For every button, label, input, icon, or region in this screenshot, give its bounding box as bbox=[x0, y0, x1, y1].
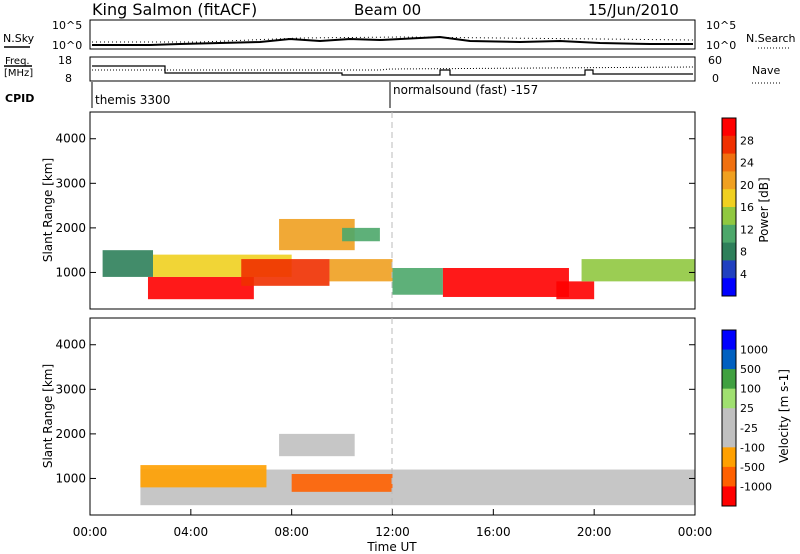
station-title: King Salmon (fitACF) bbox=[92, 0, 257, 19]
power-band-8 bbox=[581, 259, 695, 282]
velocity-colorbar-segment-0 bbox=[722, 330, 736, 351]
freq-left-tick-top: 18 bbox=[58, 54, 72, 67]
xtick-label-6: 00:00 bbox=[678, 525, 713, 539]
freq-left-label-2: [MHz] bbox=[4, 68, 33, 79]
velocity-colorbar-label: Velocity [m s-1] bbox=[777, 369, 791, 463]
velocity-colorbar-tick-6: -500 bbox=[740, 461, 765, 474]
power-colorbar-segment-8 bbox=[722, 260, 736, 279]
velocity-colorbar-segment-8 bbox=[722, 486, 736, 507]
power-panel: Slant Range [km] 1000 2000 3000 4000 bbox=[41, 111, 696, 310]
power-band-6 bbox=[442, 267, 569, 297]
power-colorbar-tick-3: 16 bbox=[740, 201, 754, 214]
velocity-ytick-label-3: 4000 bbox=[55, 338, 86, 352]
velocity-ytick-label-0: 1000 bbox=[55, 471, 86, 485]
velocity-colorbar-tick-4: -25 bbox=[740, 422, 758, 435]
velocity-colorbar-tick-2: 100 bbox=[740, 383, 761, 396]
xtick-label-2: 08:00 bbox=[274, 525, 309, 539]
freq-right-tick-top: 60 bbox=[708, 54, 722, 67]
velocity-colorbar-frame bbox=[721, 329, 737, 507]
freq-right-label: Nave bbox=[752, 64, 780, 77]
power-colorbar-segment-3 bbox=[722, 171, 736, 190]
power-band-3 bbox=[241, 259, 330, 286]
velocity-panel: Slant Range [km] 1000 2000 3000 4000 00:00 0… bbox=[41, 317, 713, 554]
noise-right-tick-top: 10^5 bbox=[706, 19, 736, 32]
cpid-label: CPID bbox=[5, 92, 34, 105]
velocity-band-2 bbox=[279, 433, 355, 457]
power-colorbar-label: Power [dB] bbox=[757, 177, 771, 242]
power-band-5 bbox=[392, 267, 443, 295]
beam-title: Beam 00 bbox=[354, 1, 421, 19]
velocity-colorbar-tick-1: 500 bbox=[740, 363, 761, 376]
noise-left-tick-top: 10^5 bbox=[52, 19, 82, 32]
velocity-colorbar-segment-7 bbox=[722, 466, 736, 487]
velocity-colorbar: 1000 500 100 25 -25 -100 -500 -1000 bbox=[721, 329, 772, 507]
date-title: 15/Jun/2010 bbox=[588, 1, 679, 19]
power-colorbar-tick-2: 12 bbox=[740, 223, 754, 236]
power-colorbar-tick-4: 20 bbox=[740, 179, 754, 192]
velocity-colorbar-tick-5: -100 bbox=[740, 441, 765, 454]
freq-right-tick-bottom: 0 bbox=[712, 72, 719, 85]
power-ylabel: Slant Range [km] bbox=[41, 158, 55, 262]
velocity-colorbar-segment-1 bbox=[722, 349, 736, 370]
power-colorbar-frame bbox=[721, 117, 737, 297]
velocity-ytick-label-2: 3000 bbox=[55, 382, 86, 396]
power-ytick-label-3: 4000 bbox=[55, 132, 86, 146]
velocity-colorbar-segment-4 bbox=[722, 408, 736, 429]
noise-left-label: N.Sky bbox=[3, 32, 35, 45]
noise-right-tick-bottom: 10^0 bbox=[706, 39, 736, 52]
xtick-label-3: 12:00 bbox=[375, 525, 410, 539]
velocity-band-3 bbox=[140, 465, 267, 488]
power-colorbar-tick-5: 24 bbox=[740, 157, 754, 170]
power-colorbar-segment-7 bbox=[722, 242, 736, 261]
velocity-colorbar-segment-2 bbox=[722, 369, 736, 390]
power-colorbar-segment-4 bbox=[722, 189, 736, 208]
noise-panel bbox=[89, 19, 696, 50]
cpid-program-1: themis 3300 bbox=[95, 93, 170, 107]
x-axis-label: Time UT bbox=[366, 540, 417, 554]
power-band-7 bbox=[556, 281, 595, 300]
freq-left-label-1: Freq. bbox=[5, 56, 30, 67]
power-colorbar-tick-1: 8 bbox=[740, 246, 747, 259]
velocity-ylabel: Slant Range [km] bbox=[41, 364, 55, 468]
velocity-colorbar-segment-5 bbox=[722, 427, 736, 448]
noise-sky-trace bbox=[92, 35, 693, 46]
power-colorbar-segment-0 bbox=[722, 118, 736, 137]
xtick-label-4: 16:00 bbox=[476, 525, 511, 539]
power-colorbar-segment-1 bbox=[722, 135, 736, 155]
power-colorbar-segment-5 bbox=[722, 207, 736, 226]
velocity-colorbar-tick-7: -1000 bbox=[740, 480, 772, 493]
freq-left-tick-bottom: 8 bbox=[65, 72, 72, 85]
noise-left-tick-bottom: 10^0 bbox=[52, 39, 82, 52]
velocity-ytick-label-1: 2000 bbox=[55, 427, 86, 441]
velocity-band-1 bbox=[291, 473, 393, 492]
power-band-1 bbox=[147, 276, 254, 300]
xtick-label-5: 20:00 bbox=[577, 525, 612, 539]
power-colorbar-segment-9 bbox=[722, 278, 736, 297]
power-ytick-label-2: 3000 bbox=[55, 176, 86, 190]
velocity-colorbar-segment-3 bbox=[722, 388, 736, 409]
velocity-colorbar-tick-3: 25 bbox=[740, 402, 754, 415]
power-colorbar: 4 8 12 16 20 24 28 bbox=[721, 117, 754, 297]
xtick-label-1: 04:00 bbox=[174, 525, 209, 539]
freq-trace bbox=[92, 65, 693, 76]
xtick-label-0: 00:00 bbox=[73, 525, 108, 539]
power-colorbar-tick-0: 4 bbox=[740, 268, 747, 281]
velocity-colorbar-segment-6 bbox=[722, 447, 736, 468]
freq-panel bbox=[89, 56, 696, 82]
velocity-colorbar-tick-0: 1000 bbox=[740, 344, 768, 357]
power-band-10 bbox=[342, 227, 380, 242]
power-colorbar-tick-6: 28 bbox=[740, 134, 754, 147]
nave-trace bbox=[92, 66, 694, 71]
noise-right-label: N.Search bbox=[746, 32, 796, 45]
noise-search-trace bbox=[92, 36, 694, 43]
power-colorbar-segment-6 bbox=[722, 224, 736, 244]
power-band-4 bbox=[329, 259, 393, 282]
power-band-0 bbox=[102, 250, 154, 277]
power-colorbar-segment-2 bbox=[722, 153, 736, 172]
cpid-program-2: normalsound (fast) -157 bbox=[393, 83, 538, 97]
power-ytick-label-0: 1000 bbox=[55, 265, 86, 279]
power-ytick-label-1: 2000 bbox=[55, 221, 86, 235]
